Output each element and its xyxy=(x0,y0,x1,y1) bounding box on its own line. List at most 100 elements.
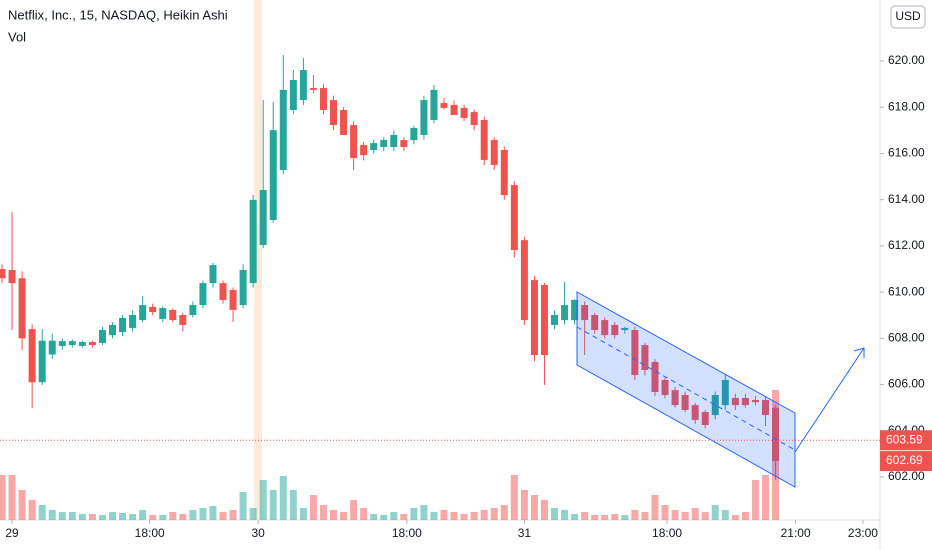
candle-body xyxy=(350,125,358,159)
volume-bar xyxy=(480,510,488,520)
candle-body xyxy=(631,330,639,376)
candle-body xyxy=(159,308,167,319)
volume-bar xyxy=(189,510,197,520)
volume-bar xyxy=(751,480,759,520)
candle-body xyxy=(400,140,408,147)
volume-bar xyxy=(611,514,619,520)
candle-body xyxy=(591,315,599,331)
volume-bar xyxy=(18,490,26,520)
candle-body xyxy=(38,340,46,383)
candle-body xyxy=(651,361,659,392)
candle-body xyxy=(269,130,277,221)
volume-bar xyxy=(691,508,699,520)
y-tick-label: 612.00 xyxy=(888,238,925,252)
volume-bar xyxy=(68,512,76,520)
candle-body xyxy=(410,128,418,141)
candle-body xyxy=(440,103,448,108)
channel-drawing[interactable] xyxy=(576,291,796,488)
volume-bar xyxy=(0,475,6,520)
candle-body xyxy=(58,341,66,346)
volume-bar xyxy=(591,515,599,520)
candle-body xyxy=(611,324,619,336)
candle-body xyxy=(98,330,106,343)
volume-bar xyxy=(761,475,769,520)
y-tick-label: 610.00 xyxy=(888,284,925,298)
x-tick-label: 18:00 xyxy=(392,526,422,540)
volume-bar xyxy=(510,475,518,520)
candle-body xyxy=(691,405,699,420)
candle-body xyxy=(249,199,257,284)
volume-bar xyxy=(299,508,307,520)
candle-body xyxy=(571,299,579,321)
volume-bar xyxy=(711,505,719,520)
candle-body xyxy=(681,394,689,410)
candle-body xyxy=(420,100,428,135)
candle-body xyxy=(78,342,86,346)
arrow-drawing[interactable] xyxy=(794,347,865,453)
candle-body xyxy=(530,280,538,355)
candle-body xyxy=(500,149,508,196)
volume-bar xyxy=(159,515,167,520)
volume-bar xyxy=(350,500,358,520)
y-tick-label: 614.00 xyxy=(888,192,925,206)
volume-bar xyxy=(721,510,729,520)
candle-body xyxy=(229,290,237,310)
candle-body xyxy=(139,305,147,321)
volume-bar xyxy=(119,513,127,520)
volume-bar xyxy=(8,475,16,520)
volume-bar xyxy=(380,515,388,520)
volume-bar xyxy=(129,514,137,520)
volume-bar xyxy=(259,480,267,520)
volume-bar xyxy=(500,505,508,520)
volume-bar xyxy=(58,512,66,520)
candle-body xyxy=(179,315,187,325)
volume-bar xyxy=(661,505,669,520)
volume-bar xyxy=(731,515,739,520)
candle-body xyxy=(581,305,589,321)
volume-bar xyxy=(319,505,327,520)
volume-bar xyxy=(269,490,277,520)
volume-bar xyxy=(741,512,749,520)
y-tick-label: 606.00 xyxy=(888,377,925,391)
candle-body xyxy=(601,320,609,336)
volume-bar xyxy=(209,506,217,520)
volume-bar xyxy=(581,512,589,520)
candle-body xyxy=(460,107,468,119)
volume-bar xyxy=(641,512,649,520)
currency-button[interactable] xyxy=(890,5,926,29)
candle-body xyxy=(68,341,76,346)
volume-bar xyxy=(149,515,157,520)
volume-bar xyxy=(330,510,338,520)
volume-bar xyxy=(430,512,438,520)
y-tick-label: 618.00 xyxy=(888,99,925,113)
candle-body xyxy=(561,305,569,321)
volume-bar xyxy=(289,490,297,520)
x-tick-label: 29 xyxy=(5,526,19,540)
candle-body xyxy=(510,185,518,251)
volume-bar xyxy=(520,490,528,520)
channel-midline xyxy=(576,326,796,451)
volume-bar xyxy=(219,512,227,520)
volume-bar xyxy=(179,514,187,520)
x-tick-label: 18:00 xyxy=(135,526,165,540)
candle-body xyxy=(18,278,26,339)
y-tick-label: 620.00 xyxy=(888,53,925,67)
volume-bar xyxy=(239,492,247,520)
volume-bar xyxy=(460,514,468,520)
volume-bar xyxy=(420,505,428,520)
volume-bar xyxy=(98,515,106,520)
last-close-label: 602.69 xyxy=(886,453,923,467)
candle-body xyxy=(48,340,56,355)
candle-body xyxy=(340,110,348,135)
candle-body xyxy=(731,397,739,406)
price-line-label: 603.59 xyxy=(886,432,923,446)
candle-body xyxy=(621,327,629,331)
price-line-box xyxy=(880,430,932,451)
volume-bar xyxy=(109,512,117,520)
volume-bar xyxy=(490,508,498,520)
volume-bar xyxy=(530,495,538,520)
x-tick-label: 18:00 xyxy=(652,526,682,540)
candle-body xyxy=(149,306,157,312)
candle-body xyxy=(430,89,438,120)
